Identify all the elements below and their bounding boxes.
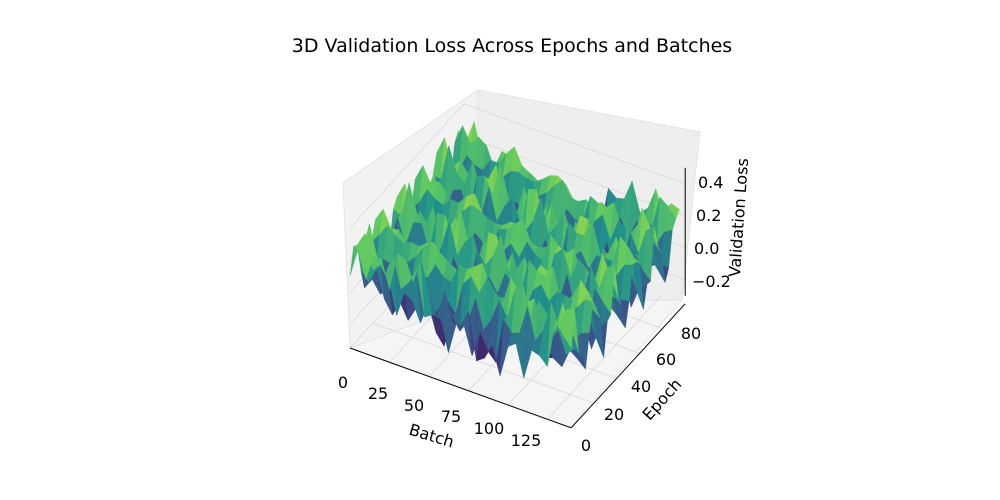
surface-facet xyxy=(563,308,576,349)
x-tick-label: 75 xyxy=(441,407,461,426)
y-tick-label: 0 xyxy=(581,436,591,455)
grid-line xyxy=(372,322,595,404)
x-tick-label: 50 xyxy=(404,396,424,415)
x-tick-label: 100 xyxy=(474,419,505,438)
z-tick-label: 0.2 xyxy=(696,206,721,225)
y-tick-label: 80 xyxy=(681,324,701,343)
z-tick-label: 0.4 xyxy=(698,173,723,192)
batch-axis-ticks: 0 25 50 75 100 125 xyxy=(338,373,541,450)
grid-line xyxy=(463,135,686,217)
epoch-axis-ticks: 0 20 40 60 80 xyxy=(581,324,701,455)
y-tick-label: 60 xyxy=(656,350,676,369)
grid-line xyxy=(547,294,662,420)
x-tick-label: 25 xyxy=(368,384,388,403)
y-tick-label: 20 xyxy=(604,405,624,424)
grid-line xyxy=(463,103,686,185)
y-axis-line xyxy=(570,303,686,429)
z-tick-label: 0.0 xyxy=(694,239,719,258)
loss-surface xyxy=(349,121,680,379)
axes xyxy=(349,167,686,429)
z-axis-label: Validation Loss xyxy=(725,158,752,278)
x-axis-line xyxy=(349,347,572,429)
y-tick-label: 40 xyxy=(631,377,651,396)
loss-axis-ticks: −0.2 0.0 0.2 0.4 xyxy=(692,173,731,291)
z-tick-label: −0.2 xyxy=(692,272,731,291)
x-tick-label: 125 xyxy=(511,431,542,450)
x-tick-label: 0 xyxy=(338,373,348,392)
grid-line xyxy=(349,103,465,229)
chart-title: 3D Validation Loss Across Epochs and Bat… xyxy=(292,35,732,57)
